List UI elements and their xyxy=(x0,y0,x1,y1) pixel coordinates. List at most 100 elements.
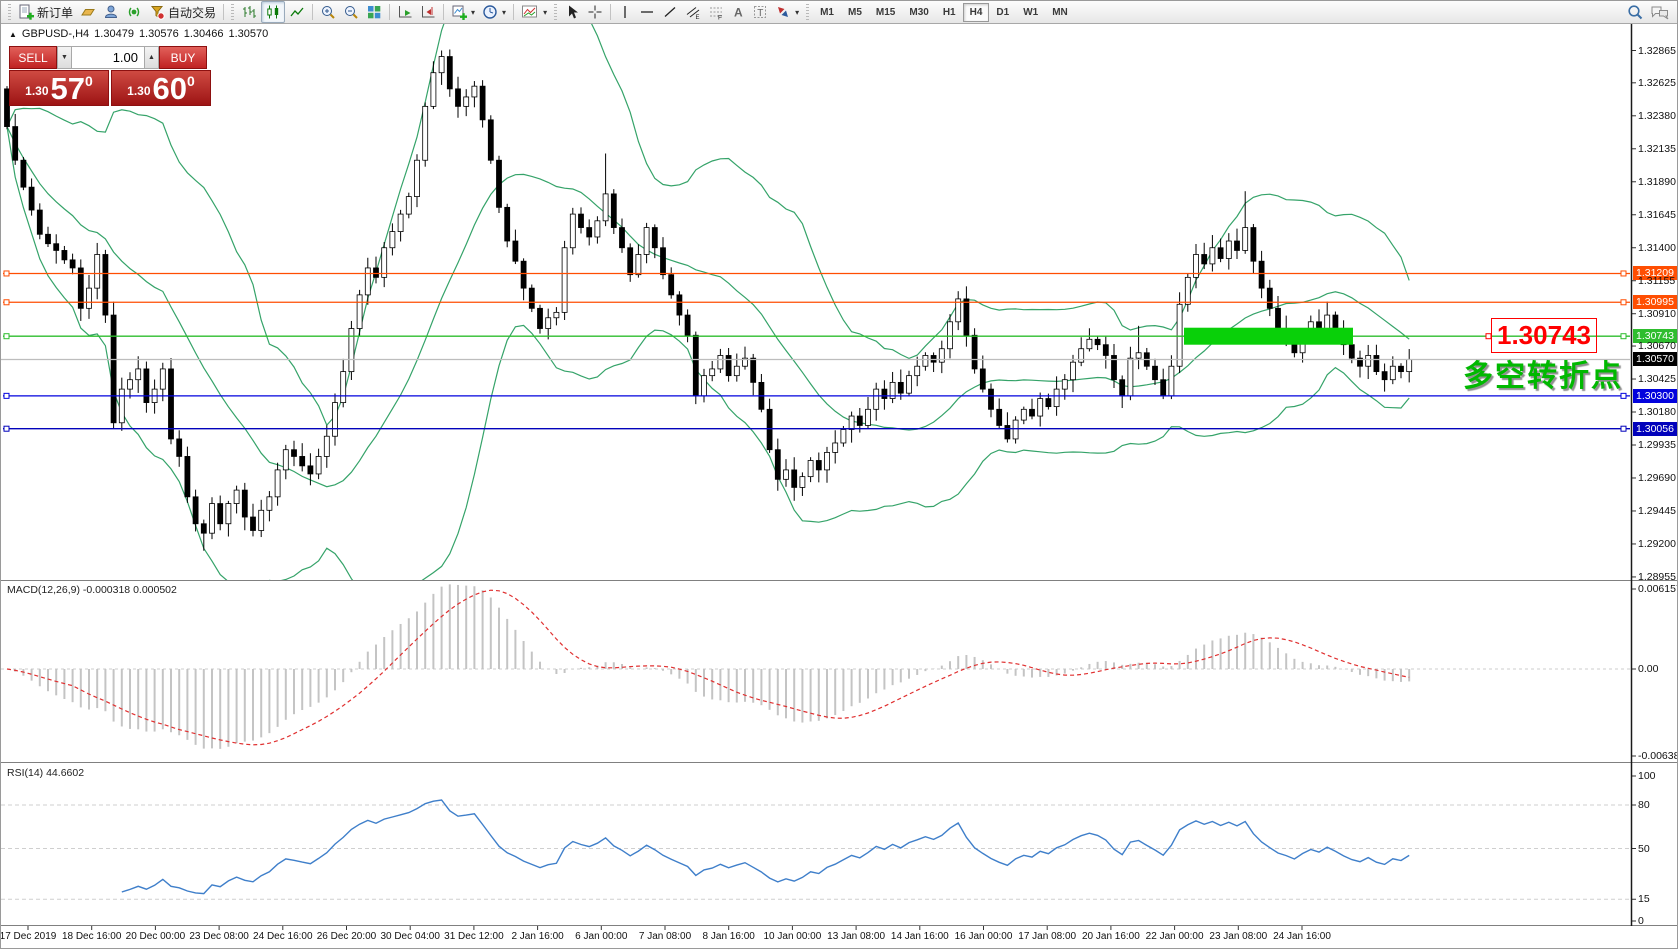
toolbar-grip[interactable] xyxy=(806,4,810,20)
rsi-label: RSI(14) 44.6602 xyxy=(7,767,85,779)
new-order-icon xyxy=(19,4,34,20)
toolbar-right-group xyxy=(1623,2,1673,22)
trendline-button[interactable] xyxy=(659,2,681,22)
volume-increase-button[interactable]: ▲ xyxy=(144,46,159,69)
new-chart-icon xyxy=(452,5,468,20)
dropdown-caret: ▾ xyxy=(471,7,476,17)
timeframe-button-m15[interactable]: M15 xyxy=(875,6,896,18)
text-label-button[interactable]: T xyxy=(749,2,771,22)
arrows-icon xyxy=(778,7,789,17)
text-icon: A xyxy=(734,6,743,20)
channel-icon: E xyxy=(686,7,700,20)
chat-icon xyxy=(1651,6,1669,19)
toolbar-grip[interactable] xyxy=(8,4,11,20)
clock-icon xyxy=(483,5,497,19)
macd-label: MACD(12,26,9) -0.000318 0.000502 xyxy=(7,584,177,596)
crosshair-button[interactable] xyxy=(584,2,606,22)
svg-text:F: F xyxy=(718,15,722,21)
separator xyxy=(610,4,612,20)
indicators-button[interactable]: ▾ xyxy=(518,2,550,22)
timeframe-button-h1[interactable]: H1 xyxy=(942,6,956,18)
gold-symbol-button[interactable] xyxy=(77,2,99,22)
cursor-arrow-icon xyxy=(569,5,579,19)
vertical-line-button[interactable] xyxy=(615,2,635,22)
dropdown-caret: ▾ xyxy=(502,7,507,17)
ohlc-open: 1.30479 xyxy=(94,28,134,40)
profiles-button[interactable]: ▾ xyxy=(479,2,509,22)
equidistant-channel-button[interactable]: E xyxy=(682,2,704,22)
buy-price-display[interactable]: 1.30 60 0 xyxy=(111,70,211,106)
chat-button[interactable] xyxy=(1647,2,1673,22)
separator xyxy=(312,4,314,20)
operator-button[interactable] xyxy=(100,2,122,22)
annotation-note-text[interactable]: 多空转折点 xyxy=(1463,360,1623,393)
auto-trading-label: 自动交易 xyxy=(168,5,217,20)
text-button[interactable]: A xyxy=(728,2,748,22)
indicators-icon xyxy=(522,5,538,18)
sell-price-prefix: 1.30 xyxy=(25,84,49,98)
timeframe-button-w1[interactable]: W1 xyxy=(1023,6,1039,18)
toolbar: 新订单 自动交易 xyxy=(1,1,1677,24)
zoom-out-button[interactable] xyxy=(340,2,362,22)
toolbar-grip[interactable] xyxy=(554,4,558,20)
signals-button[interactable] xyxy=(123,2,145,22)
toolbar-grip[interactable] xyxy=(231,4,235,20)
sell-price-main: 57 xyxy=(50,70,86,106)
tile-windows-button[interactable] xyxy=(363,2,385,22)
signal-icon xyxy=(128,7,140,17)
auto-scroll-button[interactable] xyxy=(394,2,416,22)
timeframe-button-d1[interactable]: D1 xyxy=(996,6,1010,18)
fibonacci-icon: F xyxy=(710,7,723,21)
line-chart-button[interactable] xyxy=(286,2,308,22)
new-order-button[interactable]: 新订单 xyxy=(15,2,76,22)
volume-input[interactable] xyxy=(72,46,144,69)
sell-button[interactable]: SELL xyxy=(9,46,57,69)
cursor-button[interactable] xyxy=(561,2,583,22)
horizontal-line-button[interactable] xyxy=(636,2,658,22)
tile-windows-icon xyxy=(368,6,381,19)
window-icon[interactable]: ▲ xyxy=(9,29,17,39)
svg-text:A: A xyxy=(734,6,743,20)
timeframe-button-m5[interactable]: M5 xyxy=(848,6,862,18)
new-chart-button[interactable]: ▾ xyxy=(448,2,478,22)
gold-bar-icon xyxy=(81,9,95,16)
buy-price-pip: 0 xyxy=(187,73,195,89)
zoom-out-icon xyxy=(345,6,358,19)
trendline-icon xyxy=(664,7,676,17)
chart-shift-button[interactable] xyxy=(417,2,439,22)
timeframe-button-m30[interactable]: M30 xyxy=(909,6,929,18)
separator xyxy=(389,4,391,20)
symbol-title: GBPUSD-,H4 xyxy=(21,28,90,40)
buy-button[interactable]: BUY xyxy=(159,46,207,69)
price-callout-box[interactable]: 1.30743 xyxy=(1491,318,1597,353)
bar-chart-button[interactable] xyxy=(238,2,260,22)
one-click-trading-panel: SELL ▼ ▲ BUY 1.30 57 0 1.30 60 0 xyxy=(9,46,211,106)
crosshair-icon xyxy=(588,5,602,19)
svg-text:E: E xyxy=(696,15,700,20)
timeframe-button-m1[interactable]: M1 xyxy=(820,6,834,18)
symbol-header: ▲ GBPUSD-,H4 1.30479 1.30576 1.30466 1.3… xyxy=(9,28,268,40)
search-button[interactable] xyxy=(1623,2,1647,22)
svg-text:T: T xyxy=(757,8,763,19)
arrows-button[interactable]: ▾ xyxy=(772,2,802,22)
fibonacci-button[interactable]: F xyxy=(705,2,727,22)
dropdown-caret: ▾ xyxy=(543,7,548,17)
zoom-in-icon xyxy=(322,6,335,19)
zoom-in-button[interactable] xyxy=(317,2,339,22)
timeframe-button-h4[interactable]: H4 xyxy=(962,2,990,22)
line-chart-icon xyxy=(290,7,304,17)
candlestick-chart-button[interactable] xyxy=(261,1,286,23)
timeframe-button-mn[interactable]: MN xyxy=(1052,6,1068,18)
sell-price-display[interactable]: 1.30 57 0 xyxy=(9,70,109,106)
ohlc-low: 1.30466 xyxy=(183,28,224,40)
auto-scroll-icon xyxy=(399,6,412,18)
ohlc-high: 1.30576 xyxy=(138,28,179,40)
separator xyxy=(443,4,445,20)
buy-price-main: 60 xyxy=(152,70,188,106)
horizontal-line-icon xyxy=(641,11,654,13)
volume-decrease-button[interactable]: ▼ xyxy=(57,46,72,69)
search-icon xyxy=(1628,4,1643,19)
ohlc-close: 1.30570 xyxy=(228,28,269,40)
auto-trading-button[interactable]: 自动交易 xyxy=(146,2,219,22)
